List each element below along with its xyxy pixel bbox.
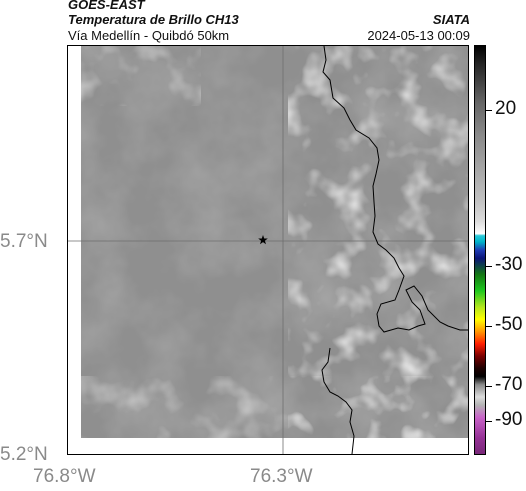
lon-label-76-3: 76.3°W bbox=[250, 466, 313, 487]
cbar-tick bbox=[486, 421, 492, 422]
timestamp-label: 2024-05-13 00:09 bbox=[367, 28, 470, 43]
satellite-title: GOES-EAST bbox=[68, 0, 145, 12]
cbar-label-neg50: -50 bbox=[495, 314, 523, 335]
product-title: Temperatura de Brillo CH13 bbox=[68, 12, 239, 27]
river-line bbox=[321, 347, 355, 454]
cbar-label-neg30: -30 bbox=[495, 254, 523, 275]
cbar-label-neg70: -70 bbox=[495, 374, 523, 395]
star-icon bbox=[258, 235, 268, 245]
cbar-tick bbox=[486, 266, 492, 267]
cbar-label-neg90: -90 bbox=[495, 409, 523, 430]
satellite-image bbox=[68, 46, 468, 454]
area-label: Vía Medellín - Quibdó 50km bbox=[68, 28, 230, 43]
lon-label-76-8: 76.8°W bbox=[33, 466, 96, 487]
lat-label-5-7: 5.7°N bbox=[0, 231, 48, 252]
cbar-tick bbox=[486, 386, 492, 387]
map-panel[interactable] bbox=[67, 45, 469, 455]
border-line bbox=[322, 46, 468, 333]
brand-label: SIATA bbox=[432, 12, 470, 27]
cbar-label-20: 20 bbox=[495, 98, 517, 119]
lat-label-5-2: 5.2°N bbox=[0, 444, 48, 465]
cbar-tick bbox=[486, 326, 492, 327]
cbar-tick bbox=[486, 110, 492, 111]
colorbar bbox=[474, 45, 486, 455]
